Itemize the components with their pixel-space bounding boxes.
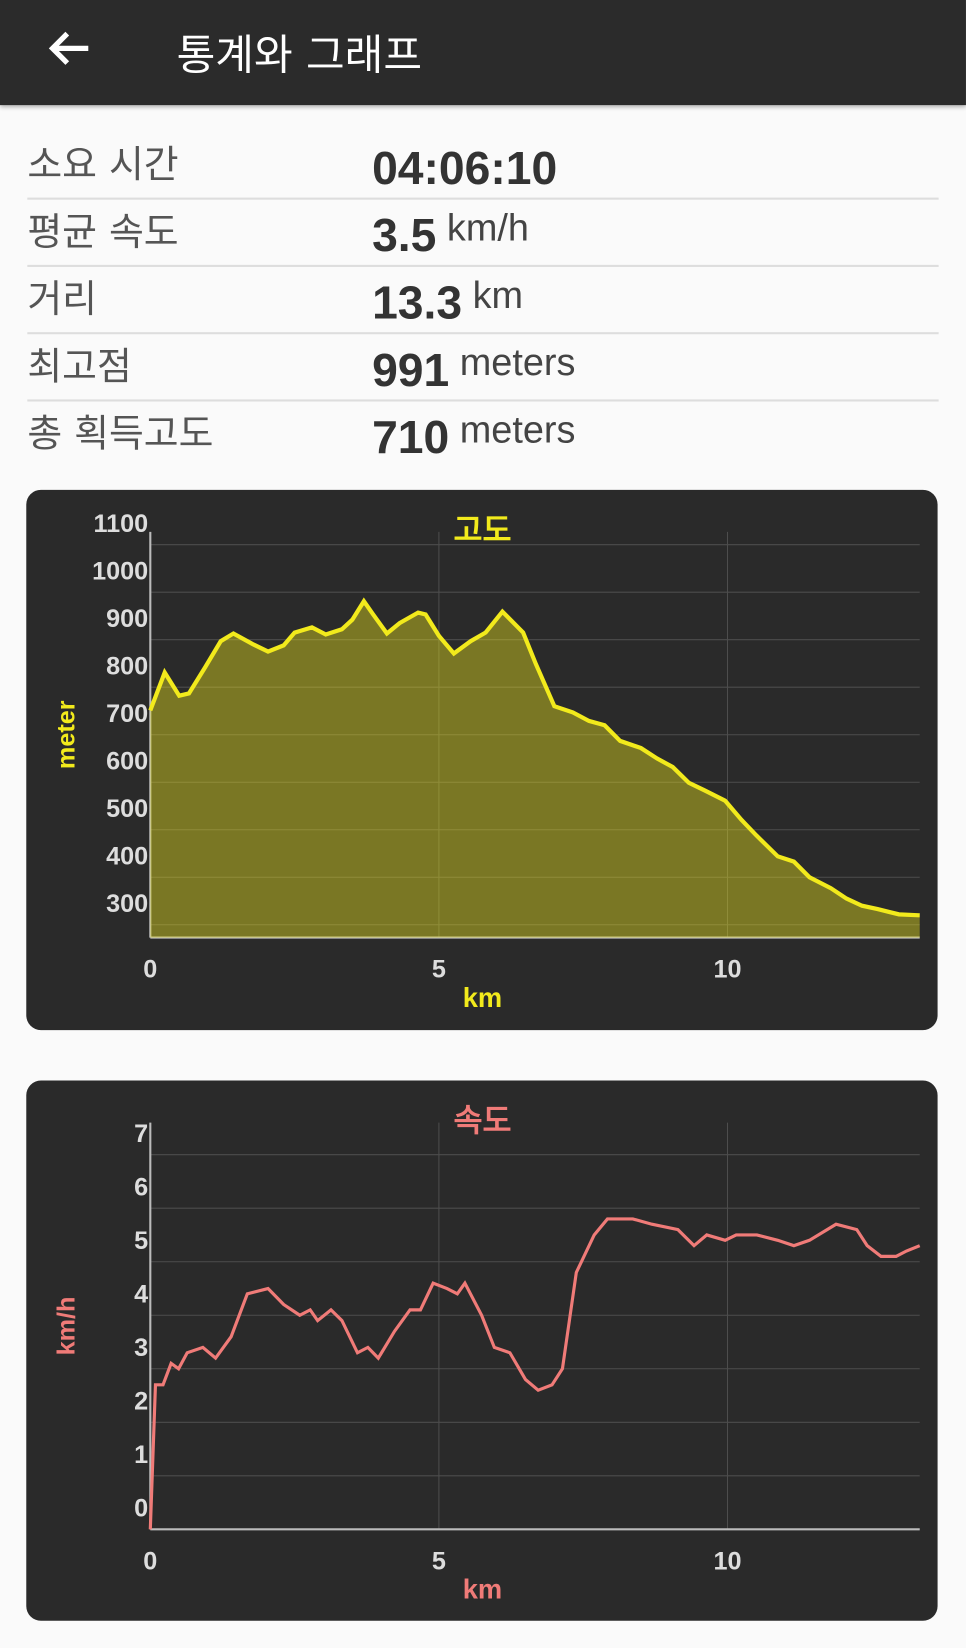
y-tick-label: 400 <box>106 843 148 871</box>
stat-value: 991 meters <box>372 341 575 398</box>
y-tick-label: 300 <box>106 890 148 918</box>
x-axis-label: km <box>463 982 502 1013</box>
unit: km/h <box>446 206 529 250</box>
unit: km <box>472 273 524 317</box>
y-tick-label: 600 <box>106 748 148 776</box>
title: 통계와 그래프 <box>176 31 423 80</box>
x-tick-label: 0 <box>143 1547 157 1575</box>
value: 991 <box>372 344 450 397</box>
value: 710 <box>372 412 450 464</box>
y-tick-label: 2 <box>134 1388 148 1416</box>
y-tick-label: 4 <box>134 1281 148 1309</box>
stat-label: 최고점 <box>27 345 132 389</box>
chart-title: 고도 <box>453 511 511 547</box>
unit: meters <box>459 340 576 384</box>
x-axis-label: km <box>463 1574 502 1605</box>
value: 04:06:10 <box>372 142 558 195</box>
chart-panel: 300 400 500 600 700 800 900 1000 1100 0 5 10 고도 km met… <box>26 489 938 1031</box>
x-tick-label: 10 <box>713 956 741 984</box>
stat-value: 04:06:10 <box>372 143 557 196</box>
y-tick-label: 500 <box>106 795 148 823</box>
y-tick-label: 700 <box>106 700 148 728</box>
value: 13.3 <box>372 277 463 329</box>
stat-label: 거리 <box>27 278 97 322</box>
y-tick-label: 7 <box>134 1120 148 1148</box>
chart-title: 속도 <box>453 1102 511 1138</box>
line <box>148 597 920 918</box>
stat-label: 평균 속도 <box>27 211 179 255</box>
y-tick-label: 0 <box>134 1495 148 1523</box>
y-tick-label: 900 <box>106 605 148 633</box>
y-axis-label: meter <box>53 700 81 769</box>
y-tick-label: 5 <box>134 1227 148 1255</box>
y-tick-label: 6 <box>134 1174 148 1202</box>
x-tick-label: 10 <box>713 1547 741 1575</box>
stat-row: 평균 속도 3.5 km/h <box>27 198 939 267</box>
y-tick-label: 1100 <box>93 510 148 538</box>
x-tick-label: 0 <box>143 956 157 984</box>
x-tick-label: 5 <box>432 1547 446 1575</box>
y-axis-label: km/h <box>53 1297 81 1356</box>
stat-label: 총 획득고도 <box>27 413 214 457</box>
y-tick-label: 3 <box>134 1334 148 1362</box>
x-tick-label: 5 <box>432 956 446 984</box>
y-tick-label: 1000 <box>92 558 148 586</box>
y-tick-label: 800 <box>106 653 148 681</box>
unit: meters <box>459 407 576 451</box>
chart-panel: 0 1 2 3 4 5 6 7 0 5 10 속도 km km/h <box>26 1080 938 1621</box>
stat-value: 3.5 km/h <box>372 206 529 263</box>
stat-row: 최고점 991 meters <box>27 332 939 402</box>
stat-value: 710 meters <box>372 408 575 465</box>
stat-row: 소요 시간 04:06:10 <box>27 130 939 200</box>
stat-row: 총 획득고도 710 meters <box>27 399 938 466</box>
stat-label: 소요 시간 <box>27 144 179 188</box>
stat-row: 거리 13.3 km <box>27 265 939 335</box>
app-bar: 통계와 그래프 <box>0 0 966 106</box>
stat-value: 13.3 km <box>372 273 523 330</box>
area <box>150 601 920 938</box>
back-button[interactable] <box>42 23 95 76</box>
value: 3.5 <box>372 210 437 262</box>
line <box>148 1217 921 1530</box>
y-tick-label: 1 <box>134 1441 148 1469</box>
